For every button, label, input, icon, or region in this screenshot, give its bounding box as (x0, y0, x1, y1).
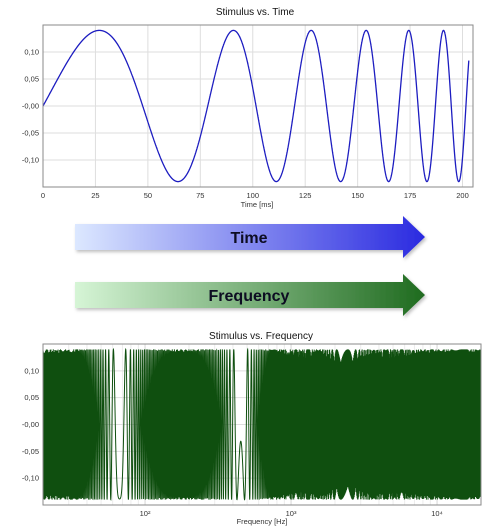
frequency-x-tick-label: 10² (140, 509, 151, 518)
frequency-chart-y-ticks: 0,10 0,05 -0,00 -0,05 -0,10 (22, 366, 39, 482)
frequency-arrow-label: Frequency (209, 288, 290, 305)
time-chart: Stimulus vs. Time 0,10 0,05 -0,00 -0,05 -0,1… (22, 7, 474, 209)
time-chart-grid (42, 25, 473, 187)
frequency-series-line (42, 347, 482, 501)
time-x-tick-label: 125 (299, 191, 312, 200)
time-x-tick-label: 100 (246, 191, 259, 200)
time-arrow-shape (75, 216, 425, 258)
time-chart-y-ticks: 0,10 0,05 -0,00 -0,05 -0,10 (22, 48, 39, 165)
time-arrow: Time (75, 216, 425, 258)
frequency-arrow: Frequency (75, 274, 425, 316)
frequency-arrow-shape (75, 274, 425, 316)
time-x-tick-label: 200 (456, 191, 469, 200)
frequency-chart-frame (42, 343, 482, 506)
time-x-tick-label: 25 (91, 191, 99, 200)
frequency-x-tick-label: 10⁴ (431, 509, 443, 518)
time-series-line (42, 29, 470, 183)
frequency-x-tick-label: 10³ (286, 509, 297, 518)
frequency-y-tick-label: -0,00 (22, 420, 39, 429)
frequency-chart-x-ticks: 10² 10³ 10⁴ (140, 509, 443, 518)
frequency-y-tick-label: 0,05 (24, 393, 39, 402)
time-y-tick-label: -0,05 (22, 129, 39, 138)
frequency-y-tick-label: 0,10 (24, 366, 39, 375)
time-y-tick-label: -0,10 (22, 156, 39, 165)
time-y-tick-label: -0,00 (22, 102, 39, 111)
time-x-tick-label: 150 (351, 191, 364, 200)
frequency-y-tick-label: -0,10 (22, 474, 39, 483)
time-x-tick-label: 75 (196, 191, 204, 200)
time-x-tick-label: 50 (144, 191, 152, 200)
time-arrow-label: Time (230, 230, 267, 247)
frequency-y-tick-label: -0,05 (22, 447, 39, 456)
time-x-tick-label: 175 (404, 191, 417, 200)
time-chart-title: Stimulus vs. Time (216, 7, 295, 18)
time-x-tick-label: 0 (41, 191, 45, 200)
time-chart-frame (42, 24, 474, 188)
time-y-tick-label: 0,10 (24, 48, 39, 57)
time-y-tick-label: 0,05 (24, 75, 39, 84)
frequency-chart-title: Stimulus vs. Frequency (209, 331, 313, 342)
frequency-chart: Stimulus vs. Frequency 0,10 0,05 -0,00 -0,0… (22, 331, 482, 526)
frequency-chart-x-label: Frequency [Hz] (237, 517, 288, 526)
time-chart-x-label: Time [ms] (241, 200, 274, 209)
time-chart-x-ticks: 0 25 50 75 100 125 150 175 200 (41, 191, 469, 200)
